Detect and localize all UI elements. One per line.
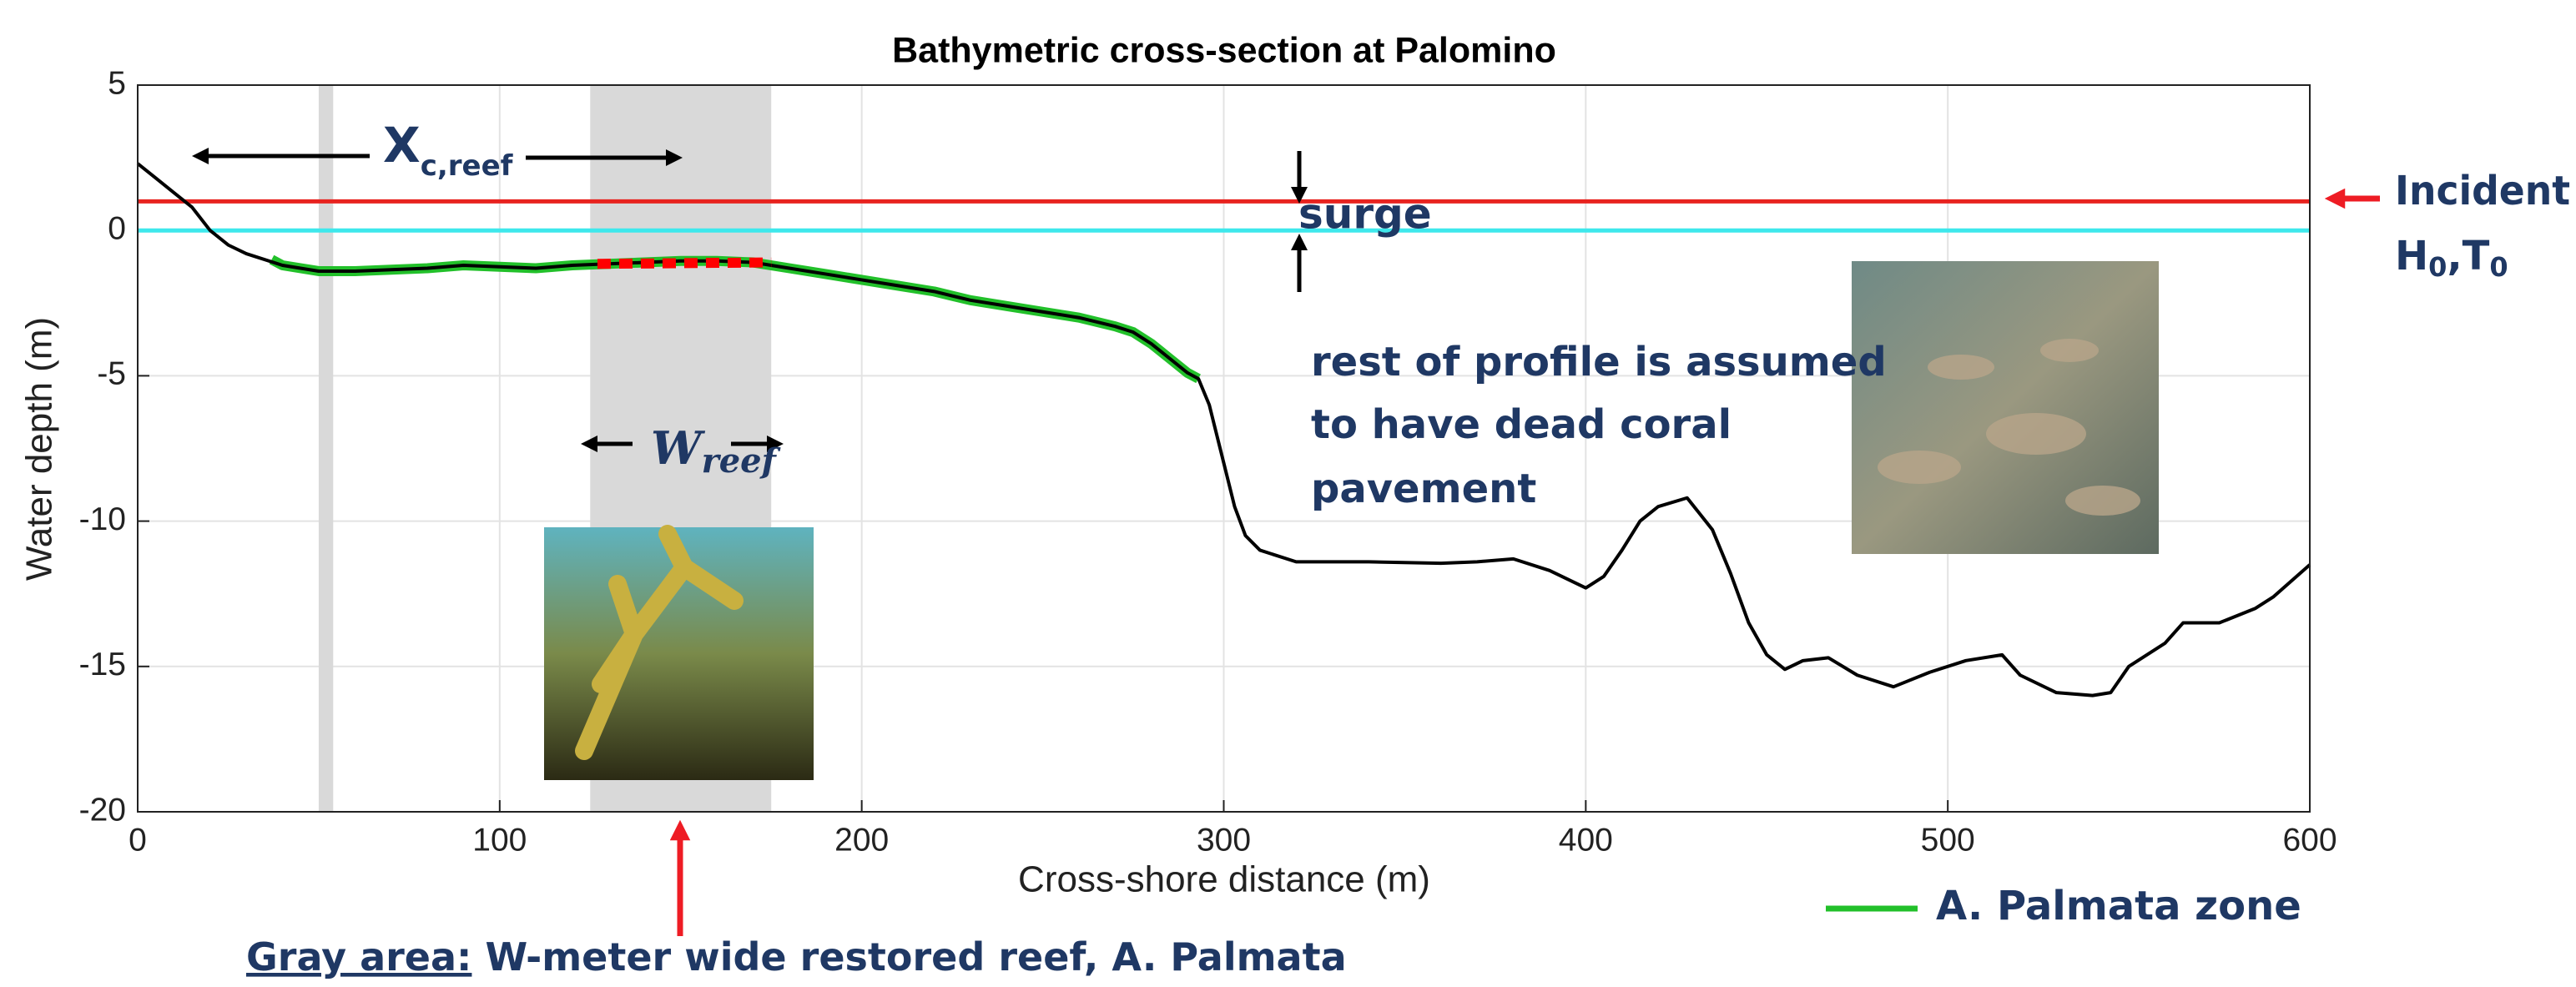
incident-label: Incident — [2395, 168, 2570, 214]
y-tick-label: -20 — [79, 792, 126, 828]
gray-area-caption: Gray area: W-meter wide restored reef, A… — [246, 934, 1347, 979]
y-tick-label: -10 — [79, 501, 126, 537]
h-main: H — [2395, 233, 2428, 279]
chart-title: Bathymetric cross-section at Palomino — [892, 30, 1556, 70]
x-tick-label: 500 — [1921, 822, 1975, 858]
w-main: W — [651, 421, 706, 475]
y-tick-label: -5 — [97, 356, 126, 392]
surge-label: surge — [1298, 190, 1432, 239]
note-line: pavement — [1311, 466, 1536, 512]
x-tick-label: 100 — [472, 822, 527, 858]
x-tick-label: 600 — [2282, 822, 2337, 858]
x-tick-label: 300 — [1197, 822, 1251, 858]
pavement-rubble — [1878, 339, 2140, 516]
y-tick-label: 5 — [108, 65, 126, 101]
t-main: ,T — [2447, 233, 2489, 279]
reef-band — [318, 85, 334, 812]
gray-text: W-meter wide restored reef, A. Palmata — [471, 934, 1346, 979]
xc-label: Xc,reef — [383, 117, 514, 182]
y-tick-label: -15 — [79, 647, 126, 682]
coral-branches — [575, 525, 744, 760]
w-sub: reef — [702, 441, 781, 481]
legend-label: A. Palmata zone — [1936, 883, 2301, 929]
gray-label: Gray area: — [246, 934, 471, 979]
legend: A. Palmata zone — [1826, 883, 2301, 929]
y-axis-label: Water depth (m) — [19, 317, 60, 581]
xc-sub: c,reef — [421, 149, 514, 183]
t-sub: 0 — [2489, 251, 2508, 283]
x-axis-label: Cross-shore distance (m) — [1018, 859, 1430, 900]
x-tick-label: 0 — [129, 822, 147, 858]
y-tick-label: 0 — [108, 210, 126, 246]
w-label: Wreef — [651, 421, 781, 481]
xc-main: X — [383, 117, 421, 174]
incident-params: H0,T0 — [2395, 233, 2508, 283]
x-tick-label: 400 — [1559, 822, 1613, 858]
axes-box — [137, 84, 2311, 813]
h-sub: 0 — [2428, 251, 2447, 283]
profile-line — [597, 257, 772, 269]
note-line: to have dead coral — [1311, 401, 1732, 448]
x-tick-label: 200 — [834, 822, 889, 858]
profile-line — [136, 162, 2311, 697]
note-line: rest of profile is assumed — [1311, 339, 1887, 385]
